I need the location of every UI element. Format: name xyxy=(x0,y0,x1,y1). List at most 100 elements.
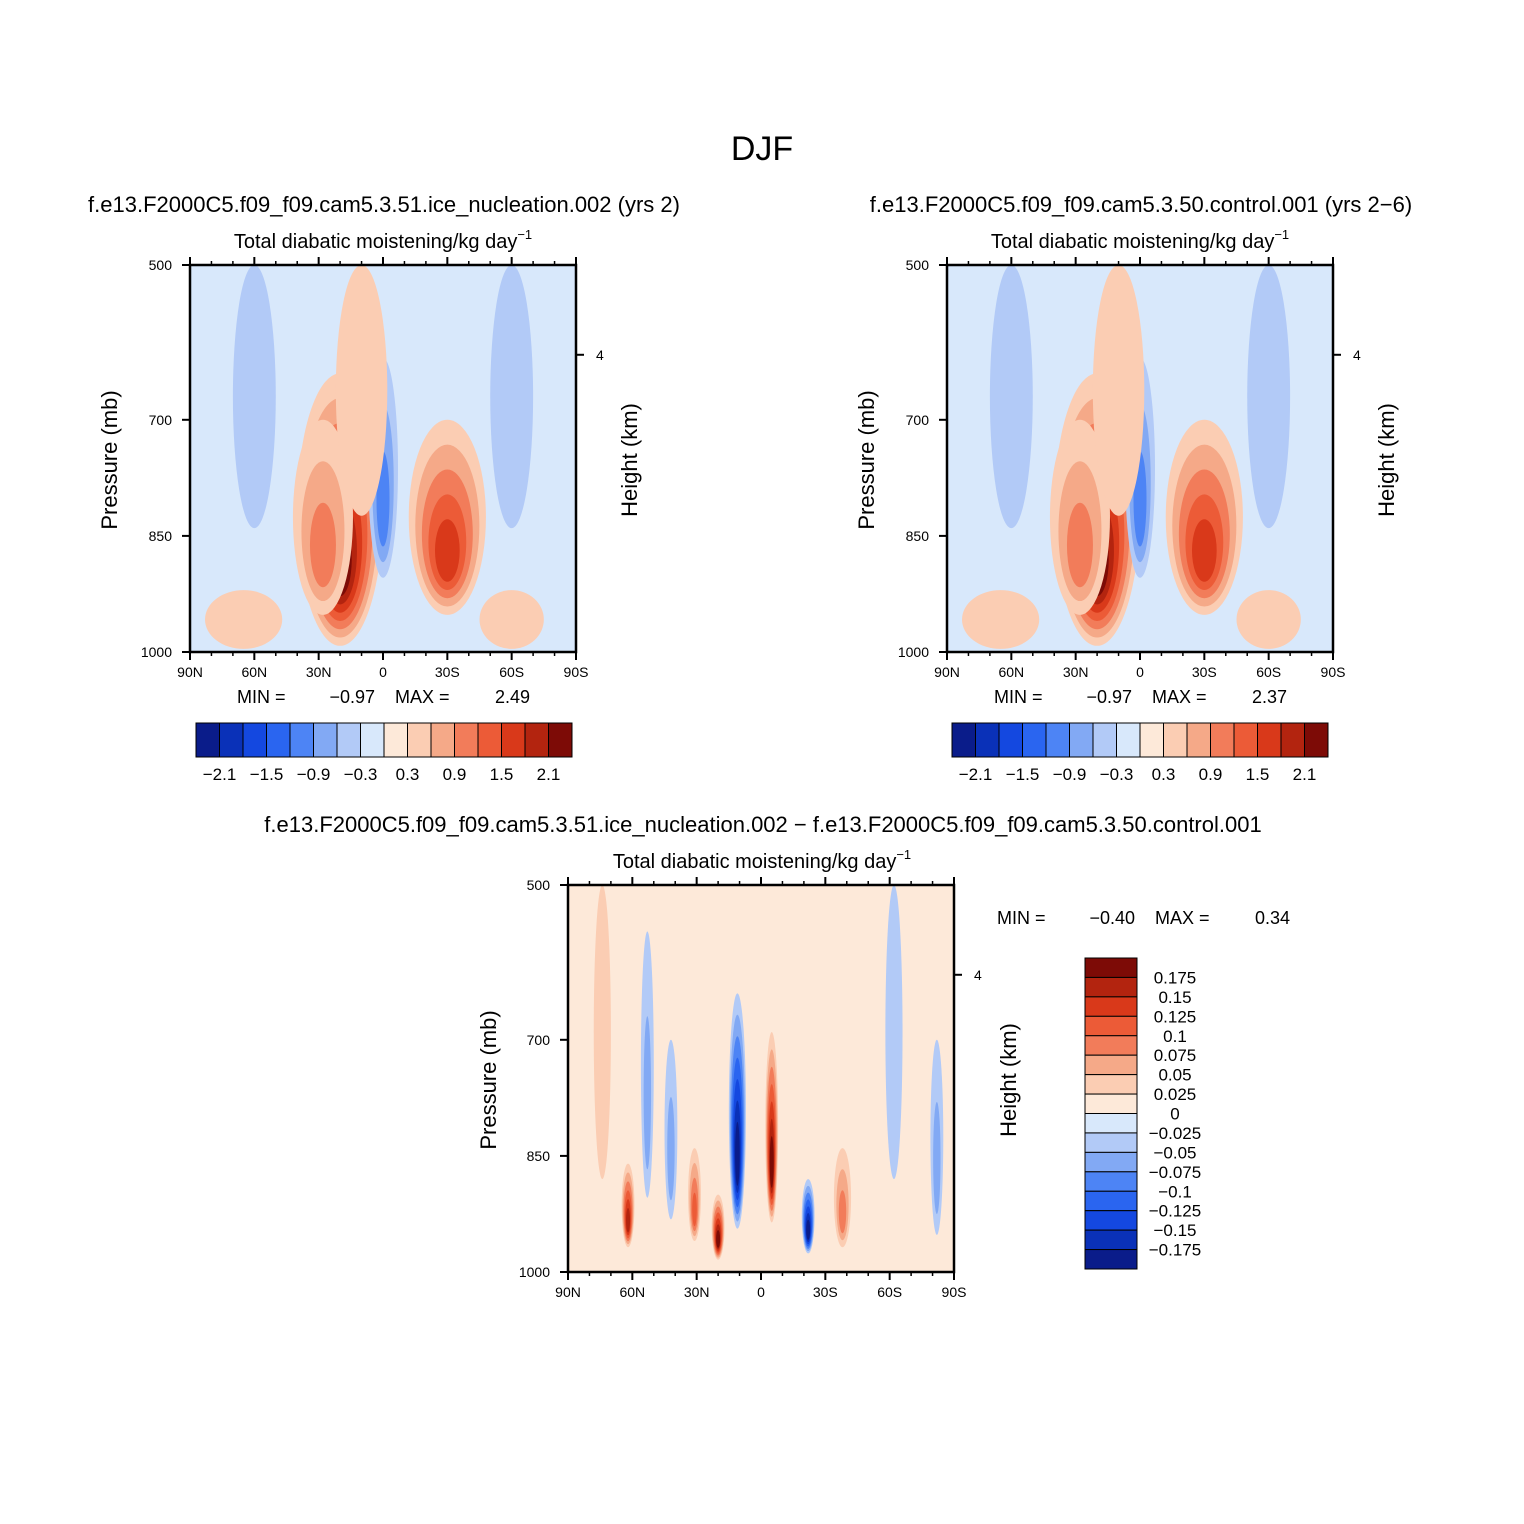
y2-tick-label: 4 xyxy=(1353,347,1361,363)
y-tick-label: 500 xyxy=(906,257,930,273)
colorbar-swatch xyxy=(1084,1190,1138,1212)
x-tick-label: 90S xyxy=(1321,664,1346,680)
colorbar-swatch xyxy=(1084,1054,1138,1076)
colorbar-label: −1.5 xyxy=(1006,765,1040,784)
panel-1-colorbar: −2.1 −1.5 −0.9 −0.3 0.3 0.9 1.5 2.1 xyxy=(195,722,573,784)
x-tick-label: 60N xyxy=(998,664,1024,680)
contour-8-0 xyxy=(1236,590,1301,649)
x-tick-label: 90S xyxy=(564,664,589,680)
colorbar-swatch xyxy=(998,722,1023,758)
colorbar-label: −0.125 xyxy=(1149,1202,1201,1221)
contour-3-4 xyxy=(434,519,460,582)
panel-3-max-value: 0.34 xyxy=(1255,908,1290,928)
panel-2-field xyxy=(947,265,1333,652)
colorbar-label: 0.9 xyxy=(443,765,467,784)
colorbar-swatch xyxy=(219,722,244,758)
colorbar-label: 0 xyxy=(1170,1105,1179,1124)
colorbar-label: −0.025 xyxy=(1149,1124,1201,1143)
colorbar-label: 0.9 xyxy=(1199,765,1223,784)
panel-2-y2label: Height (km) xyxy=(1374,403,1399,517)
panel-3-max-label: MAX = xyxy=(1155,908,1210,928)
panel-control-case: f.e13.F2000C5.f09_f09.cam5.3.50.control.… xyxy=(854,192,1412,784)
colorbar-swatch xyxy=(1084,957,1138,978)
x-tick-label: 0 xyxy=(379,664,387,680)
colorbar-swatch xyxy=(336,722,361,758)
x-tick-label: 90S xyxy=(942,1284,967,1300)
contour-3-6 xyxy=(806,1219,811,1240)
colorbar-swatch xyxy=(1233,722,1258,758)
contour-7-0 xyxy=(962,590,1040,649)
panel-1-y2label: Height (km) xyxy=(617,403,642,517)
colorbar-label: 0.3 xyxy=(1152,765,1176,784)
contour-7-0 xyxy=(205,590,283,649)
panel-1-case-title: f.e13.F2000C5.f09_f09.cam5.3.51.ice_nucl… xyxy=(88,192,680,217)
colorbar-swatch xyxy=(1116,722,1141,758)
colorbar-swatch xyxy=(1084,1229,1138,1251)
y-tick-label: 500 xyxy=(527,877,551,893)
colorbar-label: −0.1 xyxy=(1158,1182,1192,1201)
colorbar-swatch xyxy=(360,722,385,758)
colorbar-swatch xyxy=(430,722,455,758)
panel-2-min-value: −0.97 xyxy=(1086,687,1132,707)
y-tick-label: 850 xyxy=(527,1148,551,1164)
colorbar-swatch xyxy=(454,722,479,758)
colorbar-swatch xyxy=(501,722,526,758)
panel-2-subtitle: Total diabatic moistening/kg day−1 xyxy=(991,227,1289,253)
panel-3-min-value: −0.40 xyxy=(1089,908,1135,928)
colorbar-swatch xyxy=(1210,722,1235,758)
x-tick-label: 90N xyxy=(555,1284,581,1300)
colorbar-swatch xyxy=(1084,976,1138,998)
y-tick-label: 700 xyxy=(906,412,930,428)
contour-4-0 xyxy=(1092,265,1145,516)
colorbar-label: −0.15 xyxy=(1153,1221,1196,1240)
x-tick-label: 30S xyxy=(813,1284,838,1300)
colorbar-swatch xyxy=(1084,1074,1138,1095)
colorbar-swatch xyxy=(1069,722,1094,758)
colorbar-swatch xyxy=(524,722,549,758)
y-tick-label: 1000 xyxy=(519,1264,550,1280)
colorbar-label: 0.025 xyxy=(1154,1085,1197,1104)
x-tick-label: 30N xyxy=(306,664,332,680)
panel-1-title: Total diabatic moistening/kg day xyxy=(234,231,518,253)
colorbar-label: −0.9 xyxy=(1053,765,1087,784)
contour-1-2 xyxy=(1066,502,1093,588)
colorbar-swatch xyxy=(1084,1113,1138,1134)
contour-5-0 xyxy=(232,265,276,529)
x-tick-label: 30N xyxy=(684,1284,710,1300)
x-tick-label: 60N xyxy=(619,1284,645,1300)
panel-3-colorbar: 0.1750.150.1250.10.0750.050.0250−0.025−0… xyxy=(1084,957,1201,1270)
panel-2-plot-area: 90N 60N 30N 0 30S 60S 90S 500 700 850 1000 4 xyxy=(898,257,1361,680)
y-tick-label: 1000 xyxy=(898,644,929,660)
colorbar-label: −0.175 xyxy=(1149,1241,1201,1260)
colorbar-swatch xyxy=(1084,1171,1138,1192)
panel-1-title-exponent: −1 xyxy=(517,227,532,242)
colorbar-label: 0.3 xyxy=(396,765,420,784)
colorbar-swatch xyxy=(1084,1210,1138,1231)
colorbar-label: 0.175 xyxy=(1154,968,1197,987)
colorbar-swatch xyxy=(1304,722,1329,758)
contour-4-5 xyxy=(626,1208,631,1233)
colorbar-swatch xyxy=(548,722,573,758)
panel-2-colorbar: −2.1 −1.5 −0.9 −0.3 0.3 0.9 1.5 2.1 xyxy=(951,722,1329,784)
colorbar-swatch xyxy=(1084,996,1138,1017)
panel-1-max-value: 2.49 xyxy=(495,687,530,707)
panel-test-case: f.e13.F2000C5.f09_f09.cam5.3.51.ice_nucl… xyxy=(88,192,680,784)
contour-8-2 xyxy=(838,1190,847,1234)
colorbar-label: −1.5 xyxy=(250,765,284,784)
y-tick-label: 850 xyxy=(906,528,930,544)
colorbar-swatch xyxy=(1092,722,1117,758)
colorbar-swatch xyxy=(383,722,408,758)
panel-2-case-title: f.e13.F2000C5.f09_f09.cam5.3.50.control.… xyxy=(870,192,1412,217)
x-tick-label: 90N xyxy=(177,664,203,680)
contour-1-2 xyxy=(309,502,336,588)
contour-5-0 xyxy=(989,265,1033,529)
y-tick-label: 1000 xyxy=(141,644,172,660)
colorbar-label: 2.1 xyxy=(537,765,561,784)
colorbar-swatch xyxy=(1084,1249,1138,1270)
colorbar-swatch xyxy=(313,722,338,758)
panel-2-title-exponent: −1 xyxy=(1274,227,1289,242)
colorbar-label: 2.1 xyxy=(1293,765,1317,784)
colorbar-label: 1.5 xyxy=(1246,765,1270,784)
x-tick-label: 30N xyxy=(1063,664,1089,680)
